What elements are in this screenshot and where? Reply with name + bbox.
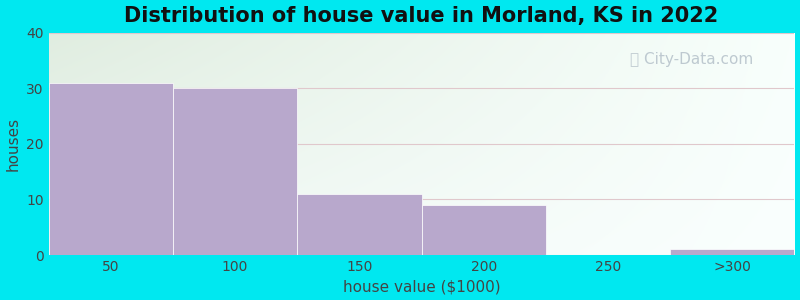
Bar [49,83,173,255]
Title: Distribution of house value in Morland, KS in 2022: Distribution of house value in Morland, … [124,6,718,26]
X-axis label: house value ($1000): house value ($1000) [342,279,500,294]
Bar [422,205,546,255]
Bar [670,250,794,255]
Bar [298,194,422,255]
Y-axis label: houses: houses [6,117,21,171]
Bar [173,88,298,255]
Text: ⓘ City-Data.com: ⓘ City-Data.com [630,52,754,67]
